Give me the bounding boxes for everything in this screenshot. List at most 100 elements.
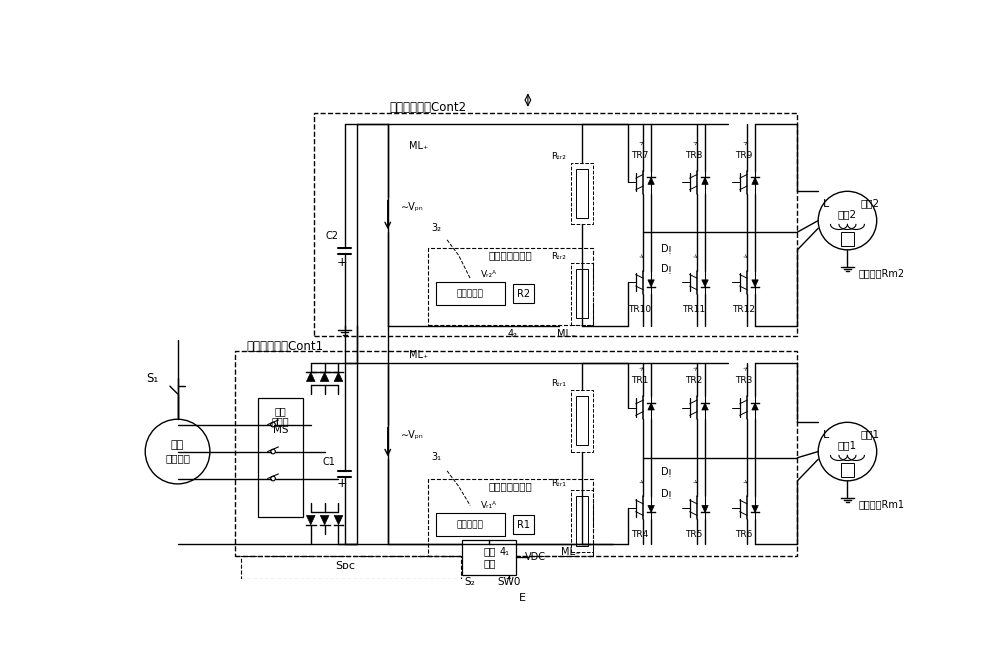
Text: 电磁: 电磁 [275,406,287,417]
Polygon shape [306,372,315,381]
Text: TR9: TR9 [735,150,752,159]
Text: 交流电源: 交流电源 [165,452,190,463]
Text: TR3: TR3 [735,376,752,385]
Bar [436,282,505,305]
Polygon shape [752,403,758,410]
Text: C2: C2 [325,231,338,241]
Text: 4₁: 4₁ [500,547,510,557]
Text: 检测控制部: 检测控制部 [457,520,484,529]
Bar [841,232,854,246]
Bar [436,513,505,536]
Text: 绝缘电阻计算部: 绝缘电阻计算部 [488,250,532,260]
Polygon shape [648,403,654,410]
Polygon shape [320,372,329,381]
Text: TR2: TR2 [685,376,702,385]
Polygon shape [648,280,654,287]
Text: 电机1: 电机1 [861,430,880,439]
Text: Dᴉ: Dᴉ [661,467,671,477]
Polygon shape [702,505,708,512]
Text: ∼Vₚₙ: ∼Vₚₙ [401,430,424,439]
Text: 3₂: 3₂ [432,223,442,233]
Bar [571,390,593,452]
Text: TR12: TR12 [732,305,755,314]
Polygon shape [334,516,343,525]
Bar [428,247,593,324]
Text: Dᴉ: Dᴉ [661,244,671,254]
Polygon shape [648,178,654,184]
Text: 电机2: 电机2 [838,210,857,219]
Bar [841,463,854,477]
Text: TR6: TR6 [735,530,752,539]
Text: 电机2: 电机2 [861,199,880,208]
Bar [235,352,797,555]
Text: Dᴉ: Dᴉ [661,489,671,499]
Text: TR7: TR7 [631,150,648,159]
Bar [512,284,534,303]
Text: Vᵣ₁ᴬ: Vᵣ₁ᴬ [481,501,497,510]
Bar [314,113,797,336]
Text: Rₜᵣ₂: Rₜᵣ₂ [552,152,566,161]
Text: 电机1: 电机1 [838,441,857,450]
Text: Rₜᵣ₂: Rₜᵣ₂ [552,252,566,261]
Bar [571,490,593,551]
Text: R1: R1 [517,519,530,530]
Bar [428,478,593,555]
Text: ∼Vₚₙ: ∼Vₚₙ [401,202,424,212]
Text: MS: MS [273,425,288,435]
Text: L: L [823,430,829,439]
Text: S₁: S₁ [146,372,158,385]
Text: TR8: TR8 [685,150,702,159]
Bar [241,555,461,579]
Text: Dᴉ: Dᴉ [661,264,671,274]
Polygon shape [648,505,654,512]
Bar [576,269,588,318]
Text: +: + [336,256,347,270]
Text: ML₋: ML₋ [561,547,580,557]
Text: 4₂: 4₂ [508,329,518,339]
Polygon shape [752,280,758,287]
Polygon shape [334,372,343,381]
Text: 接触器: 接触器 [272,416,290,426]
Bar [571,163,593,225]
Text: 电机控制装置Cont1: 电机控制装置Cont1 [247,340,324,353]
Text: Rₜᵣ₁: Rₜᵣ₁ [552,380,566,388]
Text: ML₋: ML₋ [557,329,576,339]
Bar [571,263,593,324]
Text: E: E [519,593,526,603]
Text: 绝缘电阻Rm2: 绝缘电阻Rm2 [859,268,905,278]
Polygon shape [752,178,758,184]
Text: TR10: TR10 [628,305,651,314]
Polygon shape [702,403,708,410]
Polygon shape [306,516,315,525]
Text: 绝缘电阻Rm1: 绝缘电阻Rm1 [859,499,905,509]
Bar [576,169,588,218]
Text: TR1: TR1 [631,376,648,385]
Text: 电源: 电源 [483,558,496,568]
Polygon shape [752,505,758,512]
Text: L: L [823,199,829,208]
Polygon shape [320,516,329,525]
Text: SW0: SW0 [497,577,520,587]
Bar [258,398,303,517]
Text: 直流: 直流 [483,547,496,557]
Bar [576,396,588,445]
Bar [512,516,534,534]
Polygon shape [702,178,708,184]
Bar [462,540,516,575]
Text: ML₊: ML₊ [409,350,428,360]
Text: TR5: TR5 [685,530,702,539]
Text: +: + [336,477,347,490]
Text: 检测控制部: 检测控制部 [457,289,484,298]
Text: 电机控制装置Cont2: 电机控制装置Cont2 [389,101,466,114]
Text: Vᵣ₂ᴬ: Vᵣ₂ᴬ [481,270,497,279]
Text: VDC: VDC [525,552,546,562]
Text: TR4: TR4 [631,530,648,539]
Text: R2: R2 [517,289,530,299]
Text: 绝缘电阻计算部: 绝缘电阻计算部 [488,481,532,492]
Text: Rₜᵣ₁: Rₜᵣ₁ [552,479,566,488]
Bar [576,496,588,546]
Text: 3₁: 3₁ [432,452,442,462]
Text: C1: C1 [323,456,336,467]
Text: Sᴅᴄ: Sᴅᴄ [335,561,355,572]
Text: S₂: S₂ [465,577,476,587]
